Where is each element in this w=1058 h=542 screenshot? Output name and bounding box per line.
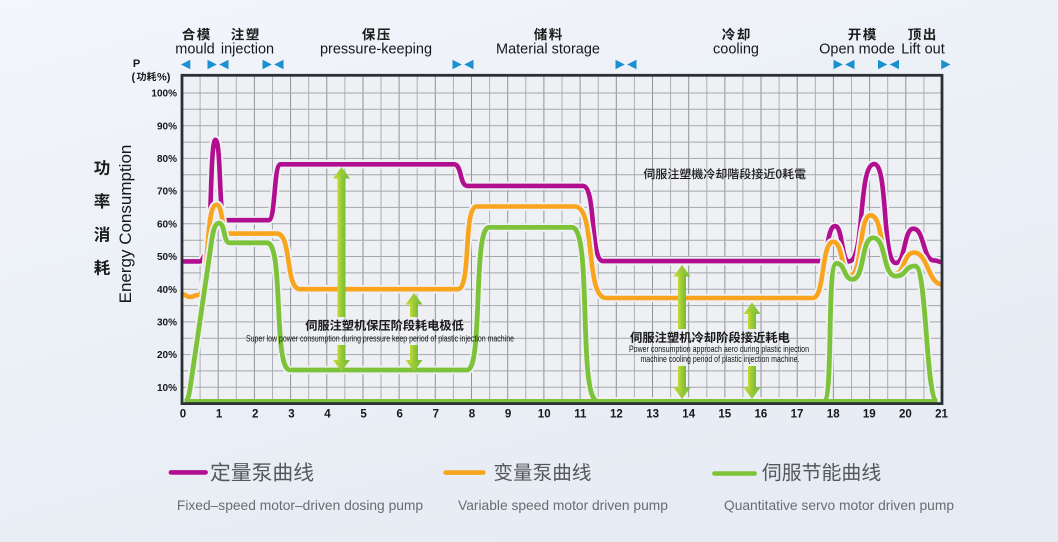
svg-text:21: 21 <box>935 409 948 421</box>
svg-text:18: 18 <box>827 409 840 421</box>
svg-text:12: 12 <box>610 409 623 421</box>
svg-text:20: 20 <box>899 409 912 421</box>
svg-text:10: 10 <box>538 409 551 421</box>
svg-text:2: 2 <box>252 409 258 421</box>
svg-text:Energy Consumption: Energy Consumption <box>116 145 135 304</box>
svg-text:(: ( <box>132 72 136 84</box>
svg-text:Power consumption approach aer: Power consumption approach aero during p… <box>629 344 809 355</box>
svg-text:3: 3 <box>288 409 294 421</box>
svg-text:Material storage: Material storage <box>496 42 600 58</box>
svg-text:16: 16 <box>755 409 768 421</box>
svg-text:100%: 100% <box>151 89 177 100</box>
svg-text:60%: 60% <box>157 219 177 230</box>
svg-text:13: 13 <box>646 409 659 421</box>
svg-text:6: 6 <box>396 409 402 421</box>
svg-text:9: 9 <box>505 409 511 421</box>
svg-text:%): %) <box>157 72 171 84</box>
svg-text:Super low power consumption du: Super low power consumption during press… <box>246 334 514 345</box>
svg-text:P: P <box>133 58 140 70</box>
svg-text:20%: 20% <box>157 350 177 361</box>
svg-text:4: 4 <box>324 409 331 421</box>
svg-text:90%: 90% <box>157 121 177 132</box>
svg-text:14: 14 <box>682 409 695 421</box>
svg-text:machine cooling period of plas: machine cooling period of plastic inject… <box>641 354 800 365</box>
svg-text:19: 19 <box>863 409 876 421</box>
svg-text:mould: mould <box>175 42 215 58</box>
svg-text:Quantitative servo motor drive: Quantitative servo motor driven pump <box>724 498 954 513</box>
svg-text:Lift out: Lift out <box>901 42 945 58</box>
svg-text:8: 8 <box>469 409 476 421</box>
svg-text:7: 7 <box>433 409 439 421</box>
svg-text:Variable speed motor driven pu: Variable speed motor driven pump <box>458 498 668 513</box>
svg-text:1: 1 <box>216 409 223 421</box>
svg-text:17: 17 <box>791 409 804 421</box>
svg-text:15: 15 <box>718 409 731 421</box>
svg-text:70%: 70% <box>157 187 177 198</box>
svg-text:5: 5 <box>360 409 367 421</box>
svg-text:injection: injection <box>221 42 274 58</box>
svg-text:cooling: cooling <box>713 42 759 58</box>
svg-text:10%: 10% <box>157 383 177 394</box>
svg-text:50%: 50% <box>157 252 177 263</box>
svg-text:80%: 80% <box>157 154 177 165</box>
svg-text:30%: 30% <box>157 318 177 329</box>
svg-text:Fixed–speed motor–driven dosin: Fixed–speed motor–driven dosing pump <box>177 498 424 513</box>
svg-text:11: 11 <box>574 409 587 421</box>
svg-text:Open mode: Open mode <box>819 42 895 58</box>
svg-text:pressure-keeping: pressure-keeping <box>320 42 432 58</box>
svg-text:40%: 40% <box>157 285 177 296</box>
svg-text:0: 0 <box>180 409 186 421</box>
